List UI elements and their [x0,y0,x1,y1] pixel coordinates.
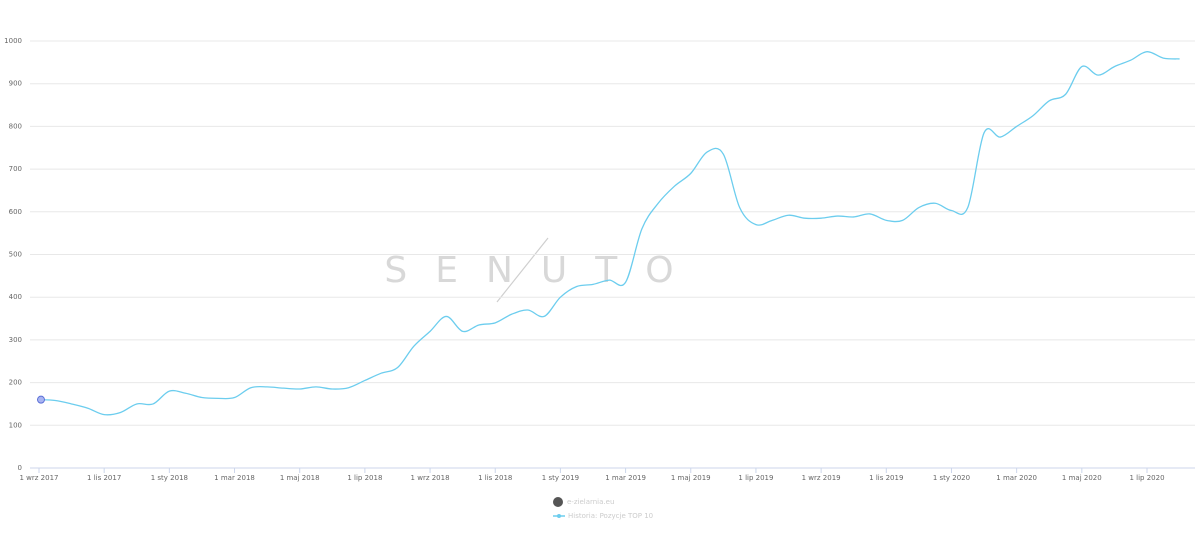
watermark-slash [496,237,549,303]
series-line [38,51,1180,416]
x-tick-label: 1 sty 2018 [151,474,188,482]
x-tick-label: 1 wrz 2018 [411,474,450,482]
x-tick-label: 1 lip 2019 [738,474,773,482]
y-tick-label: 800 [9,122,22,130]
x-tick-label: 1 lip 2018 [347,474,382,482]
x-tick-label: 1 sty 2019 [542,474,579,482]
x-tick-label: 1 lip 2020 [1129,474,1164,482]
x-tick-label: 1 lis 2019 [869,474,903,482]
legend[interactable]: e-zielarnia.eu Historia: Pozycje TOP 10 [553,497,653,520]
x-tick-label: 1 lis 2017 [87,474,121,482]
y-tick-label: 200 [9,379,22,387]
watermark: SENUTO [384,250,701,291]
x-tick-label: 1 wrz 2019 [802,474,841,482]
y-tick-label: 100 [9,421,22,429]
y-tick-label: 600 [9,208,22,216]
y-tick-label: 400 [9,293,22,301]
legend-label: Historia: Pozycje TOP 10 [568,512,653,520]
y-tick-label: 500 [9,251,22,259]
legend-dot [557,514,561,518]
x-tick-label: 1 lis 2018 [478,474,512,482]
domain-label: e-zielarnia.eu [567,498,614,506]
x-tick-label: 1 maj 2020 [1062,474,1102,482]
y-tick-label: 300 [9,336,22,344]
x-tick-label: 1 mar 2019 [605,474,646,482]
x-tick-label: 1 maj 2019 [671,474,711,482]
y-tick-label: 0 [18,464,22,472]
x-tick-label: 1 maj 2018 [280,474,320,482]
x-tick-label: 1 mar 2020 [996,474,1037,482]
y-tick-label: 900 [9,80,22,88]
x-tick-label: 1 mar 2018 [214,474,255,482]
y-tick-label: 700 [9,165,22,173]
domain-icon [553,497,563,507]
x-tick-label: 1 sty 2020 [933,474,970,482]
point-marker [37,395,45,404]
x-tick-label: 1 wrz 2017 [20,474,59,482]
y-tick-label: 1000 [4,37,22,45]
